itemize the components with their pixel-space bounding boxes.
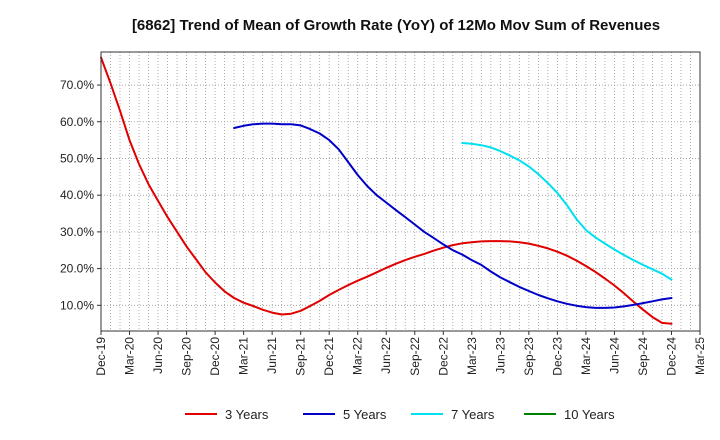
- x-tick-label: Mar-23: [465, 337, 479, 375]
- plot-frame: [100, 51, 701, 332]
- y-tick-label: 70.0%: [60, 78, 94, 92]
- x-tick-label: Dec-24: [664, 337, 678, 376]
- y-axis-ticks: 10.0% 20.0% 30.0% 40.0% 50.0% 60.0% 70.0%: [60, 78, 101, 312]
- series-line-5-years: [233, 122, 673, 309]
- x-tick-label: Sep-24: [636, 337, 650, 376]
- y-tick-label: 30.0%: [60, 225, 94, 239]
- legend: 3 Years 5 Years 7 Years 10 Years: [185, 407, 615, 422]
- legend-label-7-years: 7 Years: [451, 407, 495, 422]
- x-tick-label: Dec-20: [208, 337, 222, 376]
- y-tick-label: 50.0%: [60, 151, 94, 165]
- x-tick-label: Jun-24: [607, 337, 621, 374]
- x-tick-label: Jun-22: [379, 337, 393, 374]
- x-tick-label: Dec-22: [436, 337, 450, 376]
- y-tick-label: 10.0%: [60, 298, 94, 312]
- x-tick-label: Mar-20: [123, 337, 137, 375]
- plot-lines: [100, 56, 673, 325]
- x-axis-ticks: Dec-19 Mar-20 Jun-20 Sep-20 Dec-20 Mar-21 Jun-…: [94, 331, 707, 376]
- x-tick-label: Sep-20: [180, 337, 194, 376]
- legend-label-3-years: 3 Years: [225, 407, 269, 422]
- x-tick-label: Mar-22: [351, 337, 365, 375]
- chart-title: [6862] Trend of Mean of Growth Rate (YoY…: [132, 17, 660, 34]
- series-line-3-years: [100, 56, 673, 325]
- x-tick-label: Jun-23: [493, 337, 507, 374]
- x-tick-label: Dec-23: [550, 337, 564, 376]
- x-tick-label: Dec-19: [94, 337, 108, 376]
- x-tick-label: Dec-21: [322, 337, 336, 376]
- y-tick-label: 40.0%: [60, 188, 94, 202]
- x-tick-label: Sep-21: [294, 337, 308, 376]
- y-tick-label: 60.0%: [60, 115, 94, 129]
- grid: [101, 52, 700, 331]
- y-tick-label: 20.0%: [60, 262, 94, 276]
- x-tick-label: Mar-25: [693, 337, 707, 375]
- x-tick-label: Sep-22: [408, 337, 422, 376]
- legend-label-5-years: 5 Years: [343, 407, 387, 422]
- x-tick-label: Mar-24: [579, 337, 593, 375]
- x-tick-label: Jun-20: [151, 337, 165, 374]
- x-tick-label: Sep-23: [522, 337, 536, 376]
- x-tick-label: Jun-21: [265, 337, 279, 374]
- legend-label-10-years: 10 Years: [564, 407, 615, 422]
- series-line-7-years: [461, 142, 673, 281]
- x-tick-label: Mar-21: [237, 337, 251, 375]
